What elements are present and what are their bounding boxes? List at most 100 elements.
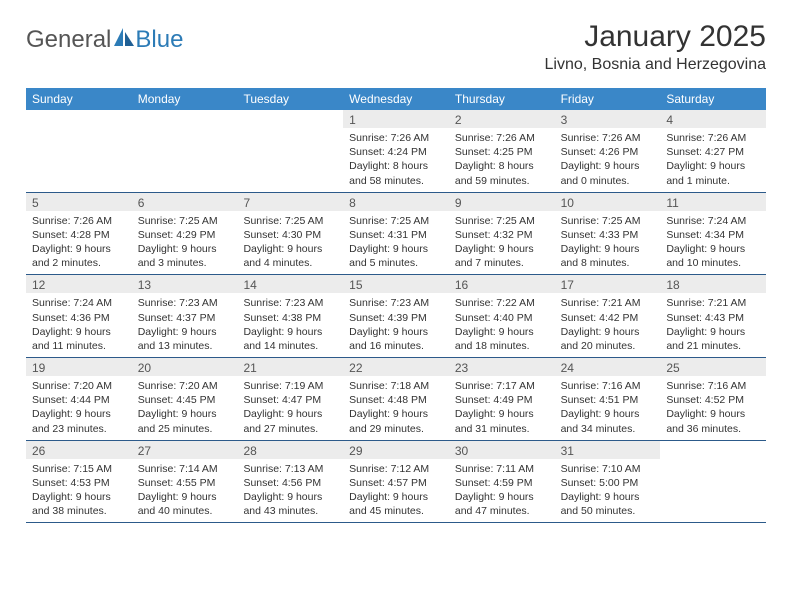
day-details: Sunrise: 7:23 AMSunset: 4:39 PMDaylight:… [343, 293, 449, 357]
calendar-day-cell: 27Sunrise: 7:14 AMSunset: 4:55 PMDayligh… [132, 441, 238, 523]
weekday-header: Thursday [449, 88, 555, 110]
day-detail-line: Daylight: 9 hours [455, 242, 549, 256]
day-number: 11 [660, 193, 766, 211]
calendar-day-cell: 14Sunrise: 7:23 AMSunset: 4:38 PMDayligh… [237, 275, 343, 357]
day-details: Sunrise: 7:25 AMSunset: 4:31 PMDaylight:… [343, 211, 449, 275]
day-detail-line: Sunset: 4:34 PM [666, 228, 760, 242]
calendar-day-cell: 1Sunrise: 7:26 AMSunset: 4:24 PMDaylight… [343, 110, 449, 192]
day-number [660, 441, 766, 459]
calendar-day-cell: 9Sunrise: 7:25 AMSunset: 4:32 PMDaylight… [449, 193, 555, 275]
calendar-day-cell: 31Sunrise: 7:10 AMSunset: 5:00 PMDayligh… [555, 441, 661, 523]
day-detail-line: and 5 minutes. [349, 256, 443, 270]
day-detail-line: Sunrise: 7:26 AM [349, 131, 443, 145]
day-detail-line: Sunset: 4:24 PM [349, 145, 443, 159]
day-detail-line: Daylight: 9 hours [561, 407, 655, 421]
day-number: 22 [343, 358, 449, 376]
day-detail-line: and 14 minutes. [243, 339, 337, 353]
day-details: Sunrise: 7:21 AMSunset: 4:42 PMDaylight:… [555, 293, 661, 357]
day-detail-line: Sunset: 4:57 PM [349, 476, 443, 490]
day-detail-line: and 21 minutes. [666, 339, 760, 353]
day-detail-line: Sunrise: 7:26 AM [455, 131, 549, 145]
day-detail-line: and 58 minutes. [349, 174, 443, 188]
day-detail-line: Sunrise: 7:14 AM [138, 462, 232, 476]
day-details [660, 459, 766, 466]
day-details: Sunrise: 7:11 AMSunset: 4:59 PMDaylight:… [449, 459, 555, 523]
day-detail-line: Daylight: 9 hours [243, 325, 337, 339]
day-details: Sunrise: 7:16 AMSunset: 4:52 PMDaylight:… [660, 376, 766, 440]
day-detail-line: Sunset: 4:40 PM [455, 311, 549, 325]
day-detail-line: Daylight: 9 hours [32, 490, 126, 504]
day-number: 17 [555, 275, 661, 293]
day-details: Sunrise: 7:26 AMSunset: 4:25 PMDaylight:… [449, 128, 555, 192]
day-detail-line: Sunset: 4:36 PM [32, 311, 126, 325]
calendar-day-cell: 16Sunrise: 7:22 AMSunset: 4:40 PMDayligh… [449, 275, 555, 357]
day-detail-line: Sunset: 4:33 PM [561, 228, 655, 242]
day-detail-line: Sunset: 4:30 PM [243, 228, 337, 242]
day-number: 26 [26, 441, 132, 459]
day-detail-line: Daylight: 9 hours [666, 242, 760, 256]
day-detail-line: Daylight: 9 hours [138, 325, 232, 339]
day-details: Sunrise: 7:23 AMSunset: 4:38 PMDaylight:… [237, 293, 343, 357]
day-detail-line: and 20 minutes. [561, 339, 655, 353]
day-detail-line: Sunrise: 7:23 AM [138, 296, 232, 310]
day-detail-line: Sunset: 4:39 PM [349, 311, 443, 325]
day-details: Sunrise: 7:20 AMSunset: 4:44 PMDaylight:… [26, 376, 132, 440]
day-detail-line: Sunset: 4:48 PM [349, 393, 443, 407]
day-details: Sunrise: 7:26 AMSunset: 4:27 PMDaylight:… [660, 128, 766, 192]
day-number: 29 [343, 441, 449, 459]
day-detail-line: Sunrise: 7:25 AM [243, 214, 337, 228]
day-detail-line: Daylight: 9 hours [666, 407, 760, 421]
day-detail-line: Daylight: 9 hours [666, 325, 760, 339]
day-detail-line: Sunset: 5:00 PM [561, 476, 655, 490]
day-details: Sunrise: 7:24 AMSunset: 4:34 PMDaylight:… [660, 211, 766, 275]
day-detail-line: Sunrise: 7:20 AM [138, 379, 232, 393]
day-details: Sunrise: 7:23 AMSunset: 4:37 PMDaylight:… [132, 293, 238, 357]
day-detail-line: and 36 minutes. [666, 422, 760, 436]
day-detail-line: Sunrise: 7:18 AM [349, 379, 443, 393]
calendar-day-cell: 29Sunrise: 7:12 AMSunset: 4:57 PMDayligh… [343, 441, 449, 523]
day-details: Sunrise: 7:26 AMSunset: 4:26 PMDaylight:… [555, 128, 661, 192]
day-number: 19 [26, 358, 132, 376]
day-detail-line: Sunrise: 7:15 AM [32, 462, 126, 476]
day-details: Sunrise: 7:25 AMSunset: 4:32 PMDaylight:… [449, 211, 555, 275]
day-detail-line: Sunrise: 7:20 AM [32, 379, 126, 393]
day-number: 7 [237, 193, 343, 211]
day-detail-line: and 10 minutes. [666, 256, 760, 270]
title-block: January 2025 Livno, Bosnia and Herzegovi… [545, 20, 766, 74]
calendar-page: General Blue January 2025 Livno, Bosnia … [0, 0, 792, 543]
day-detail-line: and 34 minutes. [561, 422, 655, 436]
day-details: Sunrise: 7:20 AMSunset: 4:45 PMDaylight:… [132, 376, 238, 440]
calendar-day-cell: 20Sunrise: 7:20 AMSunset: 4:45 PMDayligh… [132, 358, 238, 440]
day-number: 1 [343, 110, 449, 128]
calendar-day-cell: 18Sunrise: 7:21 AMSunset: 4:43 PMDayligh… [660, 275, 766, 357]
day-detail-line: and 45 minutes. [349, 504, 443, 518]
day-detail-line: and 8 minutes. [561, 256, 655, 270]
day-detail-line: and 25 minutes. [138, 422, 232, 436]
day-number: 8 [343, 193, 449, 211]
calendar-day-cell: 3Sunrise: 7:26 AMSunset: 4:26 PMDaylight… [555, 110, 661, 192]
day-detail-line: and 11 minutes. [32, 339, 126, 353]
weekday-header-row: Sunday Monday Tuesday Wednesday Thursday… [26, 88, 766, 110]
day-detail-line: Daylight: 9 hours [138, 407, 232, 421]
day-detail-line: Sunset: 4:31 PM [349, 228, 443, 242]
day-number: 15 [343, 275, 449, 293]
day-details: Sunrise: 7:15 AMSunset: 4:53 PMDaylight:… [26, 459, 132, 523]
day-detail-line: Sunrise: 7:24 AM [32, 296, 126, 310]
day-detail-line: and 29 minutes. [349, 422, 443, 436]
calendar-day-cell: 4Sunrise: 7:26 AMSunset: 4:27 PMDaylight… [660, 110, 766, 192]
day-detail-line: Sunset: 4:55 PM [138, 476, 232, 490]
logo-text-blue: Blue [135, 26, 183, 54]
day-detail-line: and 23 minutes. [32, 422, 126, 436]
day-details: Sunrise: 7:25 AMSunset: 4:29 PMDaylight:… [132, 211, 238, 275]
day-details: Sunrise: 7:17 AMSunset: 4:49 PMDaylight:… [449, 376, 555, 440]
logo-sail-icon [113, 26, 135, 54]
day-detail-line: Sunset: 4:32 PM [455, 228, 549, 242]
day-detail-line: Sunrise: 7:26 AM [666, 131, 760, 145]
day-detail-line: Sunset: 4:26 PM [561, 145, 655, 159]
calendar-day-cell: 11Sunrise: 7:24 AMSunset: 4:34 PMDayligh… [660, 193, 766, 275]
calendar-day-cell: 24Sunrise: 7:16 AMSunset: 4:51 PMDayligh… [555, 358, 661, 440]
day-details: Sunrise: 7:10 AMSunset: 5:00 PMDaylight:… [555, 459, 661, 523]
day-details: Sunrise: 7:13 AMSunset: 4:56 PMDaylight:… [237, 459, 343, 523]
calendar-day-cell: 25Sunrise: 7:16 AMSunset: 4:52 PMDayligh… [660, 358, 766, 440]
day-detail-line: Sunrise: 7:16 AM [561, 379, 655, 393]
